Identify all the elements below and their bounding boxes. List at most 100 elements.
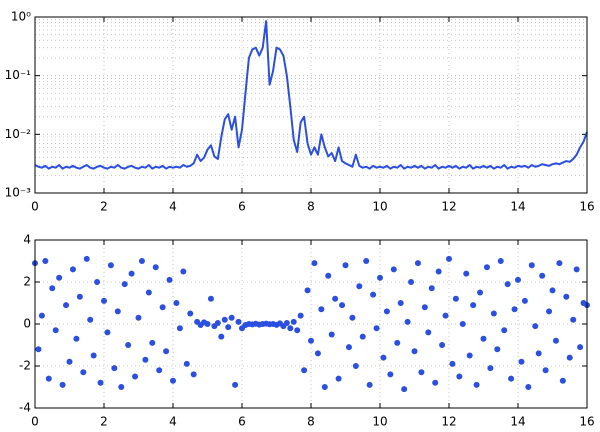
data-point [138,258,145,264]
data-point [497,258,504,264]
data-point [480,335,487,342]
data-point [318,306,325,313]
data-point [207,295,214,302]
data-point [470,302,477,309]
x-tick-label: 2 [100,415,108,429]
data-point [518,358,525,365]
data-point [76,293,83,300]
data-point [152,264,159,271]
x-tick-label: 12 [441,200,456,214]
data-point [342,262,349,269]
x-tick-label: 0 [31,200,39,214]
x-tick-label: 6 [238,200,246,214]
data-point [94,279,101,285]
x-tick-label: 10 [372,415,387,429]
data-point [404,318,411,325]
data-point [35,346,42,353]
data-point [528,262,535,269]
axes-frame [34,239,588,409]
data-point [218,333,225,340]
data-point [142,356,149,363]
data-point [308,337,314,344]
x-tick-label: 6 [238,415,246,429]
data-point [397,300,404,306]
data-point [204,321,211,327]
data-point [339,302,346,309]
data-point [104,329,111,336]
data-point [145,289,152,296]
data-point [107,262,114,269]
data-point [477,289,484,296]
data-point [570,316,577,323]
data-point [418,369,425,376]
data-point [90,352,97,359]
data-point [352,363,359,369]
data-point [552,337,559,344]
data-point [42,258,49,264]
data-point [183,360,190,367]
data-point [449,360,456,367]
data-point [373,325,380,332]
data-point [180,268,187,275]
data-point [159,304,166,311]
data-point [173,300,180,306]
data-point [345,344,352,351]
data-point [149,339,156,346]
data-point [577,344,584,351]
y-tick-label: 4 [23,233,31,247]
data-point [380,354,387,361]
data-point [163,348,170,355]
data-point [83,255,90,262]
data-point [125,342,132,348]
data-point [97,379,104,386]
data-point [549,287,556,294]
data-point [66,358,73,365]
data-point [301,367,308,374]
data-point [321,384,328,390]
data-point [190,371,197,378]
data-point [559,377,566,384]
data-point [542,367,549,374]
data-point [49,285,56,292]
data-point [452,295,459,302]
data-point [546,308,553,315]
data-point [214,319,221,326]
data-point [442,312,449,319]
data-point [132,373,139,380]
axes-frame [34,16,588,194]
y-tick-label: 2 [23,275,31,289]
data-point [290,318,297,325]
data-point [366,381,373,388]
data-point [435,268,442,275]
data-point [311,260,318,267]
data-point [118,384,125,390]
data-point [425,329,432,336]
data-point [473,381,480,388]
x-tick-label: 10 [372,200,387,214]
data-point [335,375,342,382]
data-point [390,266,397,273]
data-point [52,327,59,334]
data-point [363,258,370,264]
data-point [128,270,135,277]
data-point [370,291,377,298]
x-tick-label: 14 [510,415,525,429]
data-point [87,316,94,323]
x-tick-label: 16 [579,415,594,429]
data-point [432,379,439,386]
data-point [483,264,490,271]
y-tick-label: 0 [23,317,31,331]
data-point [563,293,570,300]
data-point [287,325,294,332]
data-point [466,352,473,359]
data-point [387,371,394,378]
data-point [166,276,173,283]
data-point [235,318,242,325]
data-point [80,369,87,376]
data-point [508,375,515,382]
data-point [63,302,70,309]
data-point [463,270,470,277]
y-tick-label: -4 [19,401,31,415]
x-tick-label: 4 [169,200,177,214]
data-point [521,297,528,304]
